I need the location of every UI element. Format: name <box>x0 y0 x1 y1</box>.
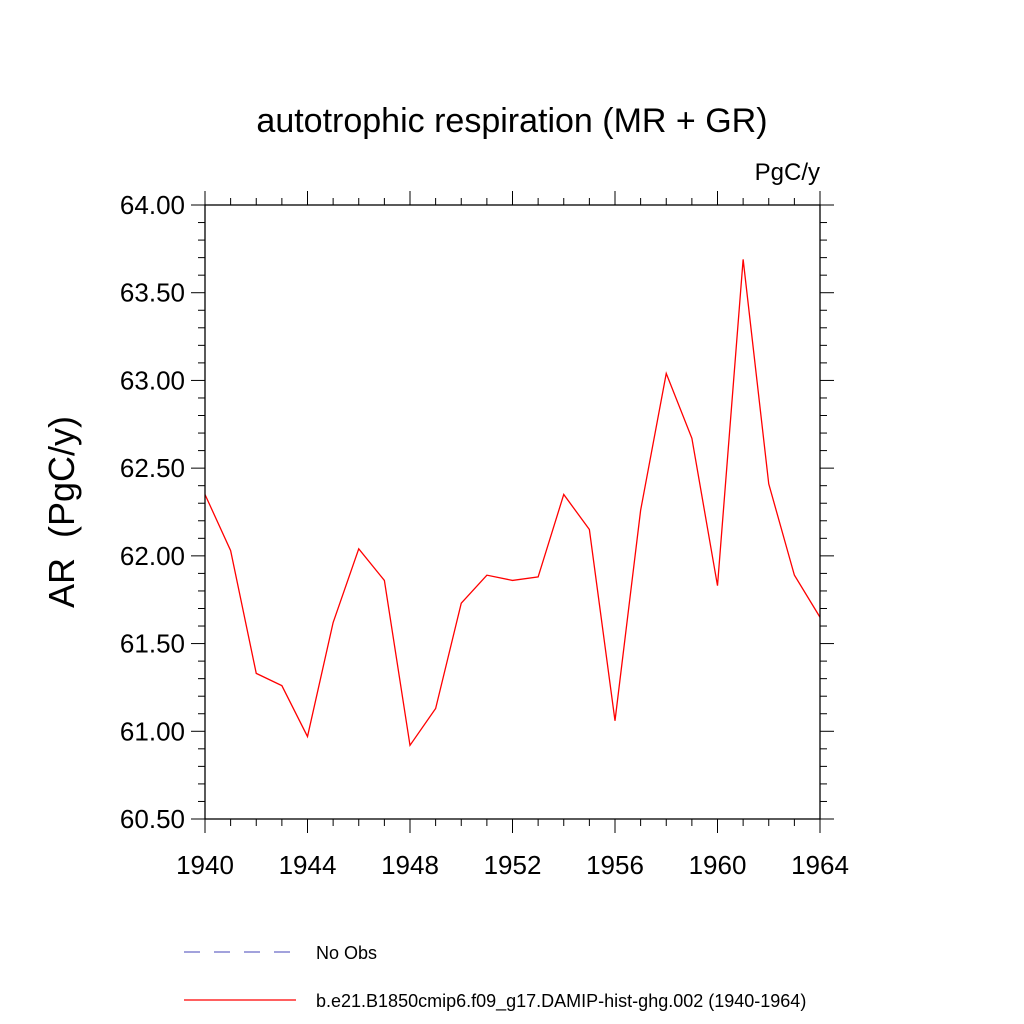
units-label: PgC/y <box>755 159 820 186</box>
y-tick-label: 60.50 <box>120 804 185 834</box>
plot-area <box>204 259 821 748</box>
y-tick-label: 61.50 <box>120 629 185 659</box>
y-tick-label: 62.00 <box>120 541 185 571</box>
x-tick-label: 1944 <box>279 850 337 880</box>
chart-title: autotrophic respiration (MR + GR) <box>256 102 767 140</box>
plot-frame <box>204 204 821 820</box>
legend-label: b.e21.B1850cmip6.f09_g17.DAMIP-hist-ghg.… <box>316 991 806 1012</box>
legend-label: No Obs <box>316 943 377 963</box>
y-tick-label: 63.50 <box>120 278 185 308</box>
x-tick-label: 1960 <box>689 850 747 880</box>
series-line <box>204 259 821 748</box>
y-axis-label: AR (PgC/y) <box>41 416 82 608</box>
x-tick-label: 1940 <box>176 850 234 880</box>
axes: 60.50 61.00 61.50 62.00 62.50 63.00 63.50 64.00… <box>120 190 849 880</box>
x-tick-label: 1964 <box>791 850 849 880</box>
legend: No Obs b.e21.B1850cmip6.f09_g17.DAMIP-his… <box>184 943 806 1012</box>
y-tick-label: 63.00 <box>120 365 185 395</box>
y-tick-label: 64.00 <box>120 190 185 220</box>
y-tick-label: 62.50 <box>120 453 185 483</box>
x-tick-label: 1956 <box>586 850 644 880</box>
x-tick-label: 1948 <box>381 850 439 880</box>
y-tick-label: 61.00 <box>120 716 185 746</box>
x-tick-label: 1952 <box>484 850 542 880</box>
